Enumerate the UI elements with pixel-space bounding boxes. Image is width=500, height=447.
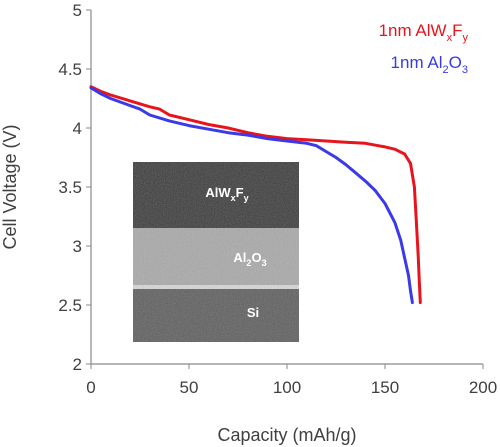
- x-tick-label: 0: [86, 378, 95, 397]
- inset-label-middle: Al2O3: [233, 250, 266, 268]
- y-ticks: 2 2.5 3 3.5 4 4.5 5: [58, 1, 91, 374]
- inset-micrograph: AlWxFy Al2O3 Si: [133, 162, 299, 342]
- y-tick-label: 4.5: [58, 60, 82, 79]
- y-axis-title: Cell Voltage (V): [0, 124, 20, 249]
- inset-noise: [133, 162, 299, 342]
- y-tick-label: 2: [73, 355, 82, 374]
- y-tick-label: 3: [73, 237, 82, 256]
- y-tick-label: 3.5: [58, 178, 82, 197]
- x-tick-label: 150: [371, 378, 399, 397]
- x-tick-label: 100: [273, 378, 301, 397]
- y-tick-label: 2.5: [58, 296, 82, 315]
- x-tick-label: 50: [180, 378, 199, 397]
- x-ticks: 0 50 100 150 200: [86, 364, 497, 397]
- y-tick-label: 5: [73, 1, 82, 20]
- series-line-al2o3: [89, 86, 414, 305]
- legend-entry-alwxfy: 1nm AlWxFy: [379, 21, 469, 44]
- inset-label-bottom: Si: [247, 305, 259, 320]
- inset-label-top: AlWxFy: [205, 185, 248, 203]
- legend-entry-al2o3: 1nm Al2O3: [391, 53, 468, 76]
- x-tick-label: 200: [469, 378, 497, 397]
- y-tick-label: 4: [73, 119, 82, 138]
- series-line-alwxfy: [89, 85, 422, 305]
- x-axis-title: Capacity (mAh/g): [217, 425, 356, 445]
